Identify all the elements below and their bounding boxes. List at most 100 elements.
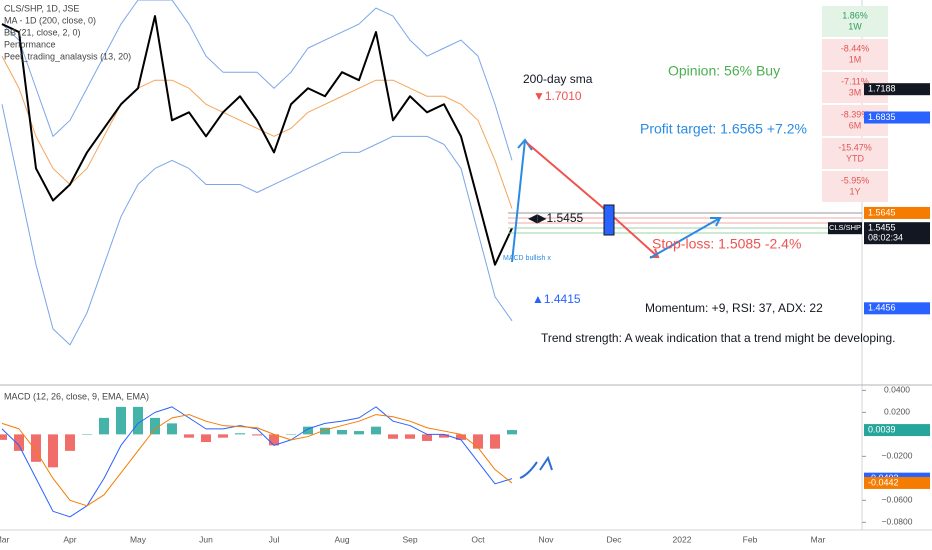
performance-period: 3M bbox=[849, 87, 862, 97]
histogram-bar bbox=[490, 434, 500, 449]
histogram-bar bbox=[133, 406, 143, 435]
annotation: ◀▶1.5455 bbox=[528, 211, 583, 225]
symbol-badge-label: CLS/SHP bbox=[829, 223, 861, 232]
price-badge bbox=[864, 222, 930, 245]
histogram-bar bbox=[184, 434, 194, 438]
histogram-bar bbox=[303, 426, 313, 435]
series-line bbox=[1, 0, 513, 161]
annotation: Opinion: 56% Buy bbox=[668, 63, 780, 79]
price-badge bbox=[864, 302, 930, 315]
legend-entry: MA - 1D (200, close, 0) bbox=[4, 15, 96, 25]
price-badge bbox=[864, 476, 930, 489]
performance-period: 1W bbox=[848, 21, 862, 31]
arrow-head bbox=[517, 138, 533, 151]
histogram-bar bbox=[507, 430, 517, 435]
x-tick-label: May bbox=[130, 534, 147, 544]
performance-cell bbox=[822, 6, 888, 37]
position-box bbox=[603, 204, 615, 236]
y-tick-label: −0.0800 bbox=[882, 517, 913, 527]
histogram-bar bbox=[337, 429, 347, 435]
macd-arrow-head bbox=[539, 455, 553, 471]
histogram-bar bbox=[65, 434, 75, 451]
x-tick-label: Mar bbox=[0, 534, 9, 544]
histogram-bar bbox=[269, 434, 279, 446]
performance-cell bbox=[822, 39, 888, 70]
price-badge bbox=[864, 206, 930, 219]
performance-change: -8.39% bbox=[841, 109, 870, 119]
x-tick-label: 2022 bbox=[673, 534, 692, 544]
legend-entry: Peet_trading_analaysis (13, 20) bbox=[4, 51, 131, 61]
histogram-bar bbox=[218, 434, 228, 438]
performance-change: -15.47% bbox=[838, 142, 872, 152]
histogram-bar bbox=[456, 434, 466, 440]
performance-period: 6M bbox=[849, 120, 862, 130]
performance-cell bbox=[822, 171, 888, 202]
performance-change: -7.11% bbox=[841, 76, 869, 86]
drawings bbox=[508, 138, 862, 479]
histogram-bar bbox=[405, 434, 415, 439]
arrow-up bbox=[649, 217, 721, 259]
performance-period: 1Y bbox=[849, 186, 860, 196]
x-tick-label: Oct bbox=[471, 534, 485, 544]
annotation: Momentum: +9, RSI: 37, ADX: 22 bbox=[645, 301, 823, 315]
series-line bbox=[1, 104, 513, 346]
histogram-bar bbox=[31, 434, 41, 462]
histogram-bar bbox=[0, 434, 7, 440]
macd-arrow bbox=[519, 461, 538, 479]
histogram-bar bbox=[99, 417, 109, 435]
x-tick-label: Jun bbox=[199, 534, 213, 544]
performance-change: -5.95% bbox=[841, 175, 870, 185]
histogram-bar bbox=[167, 423, 177, 435]
price-badge bbox=[864, 111, 930, 124]
series-line bbox=[1, 15, 513, 266]
x-tick-label: Dec bbox=[606, 534, 622, 544]
arrow-head bbox=[710, 217, 722, 227]
marks bbox=[0, 0, 517, 518]
price-badge-label: 1.4456 bbox=[868, 303, 896, 313]
price-badge bbox=[864, 424, 930, 437]
histogram-bar bbox=[439, 434, 449, 438]
price-badge-label: 1.5455 bbox=[868, 223, 896, 233]
price-badge bbox=[864, 83, 930, 96]
histogram-bar bbox=[82, 434, 92, 435]
performance-change: 1.86% bbox=[842, 10, 868, 20]
price-badge-label: 1.5645 bbox=[868, 207, 896, 217]
histogram-bar bbox=[252, 434, 262, 436]
histogram-bar bbox=[48, 434, 58, 468]
arrow-up bbox=[511, 139, 526, 263]
histogram-bar bbox=[235, 433, 245, 435]
legend-entry: Performance bbox=[4, 39, 56, 49]
histogram-bar bbox=[150, 417, 160, 435]
macd-title: MACD (12, 26, close, 9, EMA, EMA) bbox=[4, 391, 149, 401]
price-badge-time: 08:02:34 bbox=[868, 233, 903, 243]
annotation: Stop-loss: 1.5085 -2.4% bbox=[652, 236, 801, 252]
x-tick-label: Nov bbox=[538, 534, 554, 544]
x-tick-label: Feb bbox=[743, 534, 758, 544]
performance-change: -8.44% bbox=[841, 43, 870, 53]
annotation: 200-day sma bbox=[523, 72, 593, 86]
histogram-bar bbox=[473, 434, 483, 449]
performance-period: YTD bbox=[846, 153, 865, 163]
histogram-bar bbox=[371, 426, 381, 435]
symbol-badge bbox=[828, 222, 862, 235]
series-line bbox=[1, 55, 513, 209]
histogram-bar bbox=[422, 434, 432, 441]
y-tick-label: 0.0400 bbox=[884, 385, 910, 395]
annotation: MACD bullish x bbox=[503, 255, 551, 262]
price-badge-label: 1.6835 bbox=[868, 112, 896, 122]
annotation: Trend strength: A weak indication that a… bbox=[541, 331, 895, 345]
annotation: ▲1.4415 bbox=[532, 292, 581, 306]
annotation: Profit target: 1.6565 +7.2% bbox=[640, 121, 807, 137]
y-tick-label: 0.0200 bbox=[884, 407, 910, 417]
x-tick-label: Mar bbox=[811, 534, 826, 544]
histogram-bar bbox=[201, 434, 211, 443]
histogram-bar bbox=[354, 431, 364, 435]
x-tick-label: Apr bbox=[63, 534, 76, 544]
price-badge-label: -0.0442 bbox=[868, 477, 899, 487]
symbol-title: CLS/SHP, 1D, JSE bbox=[4, 3, 79, 13]
x-tick-label: Aug bbox=[334, 534, 349, 544]
histogram-bar bbox=[388, 434, 398, 439]
series-line bbox=[1, 414, 513, 507]
